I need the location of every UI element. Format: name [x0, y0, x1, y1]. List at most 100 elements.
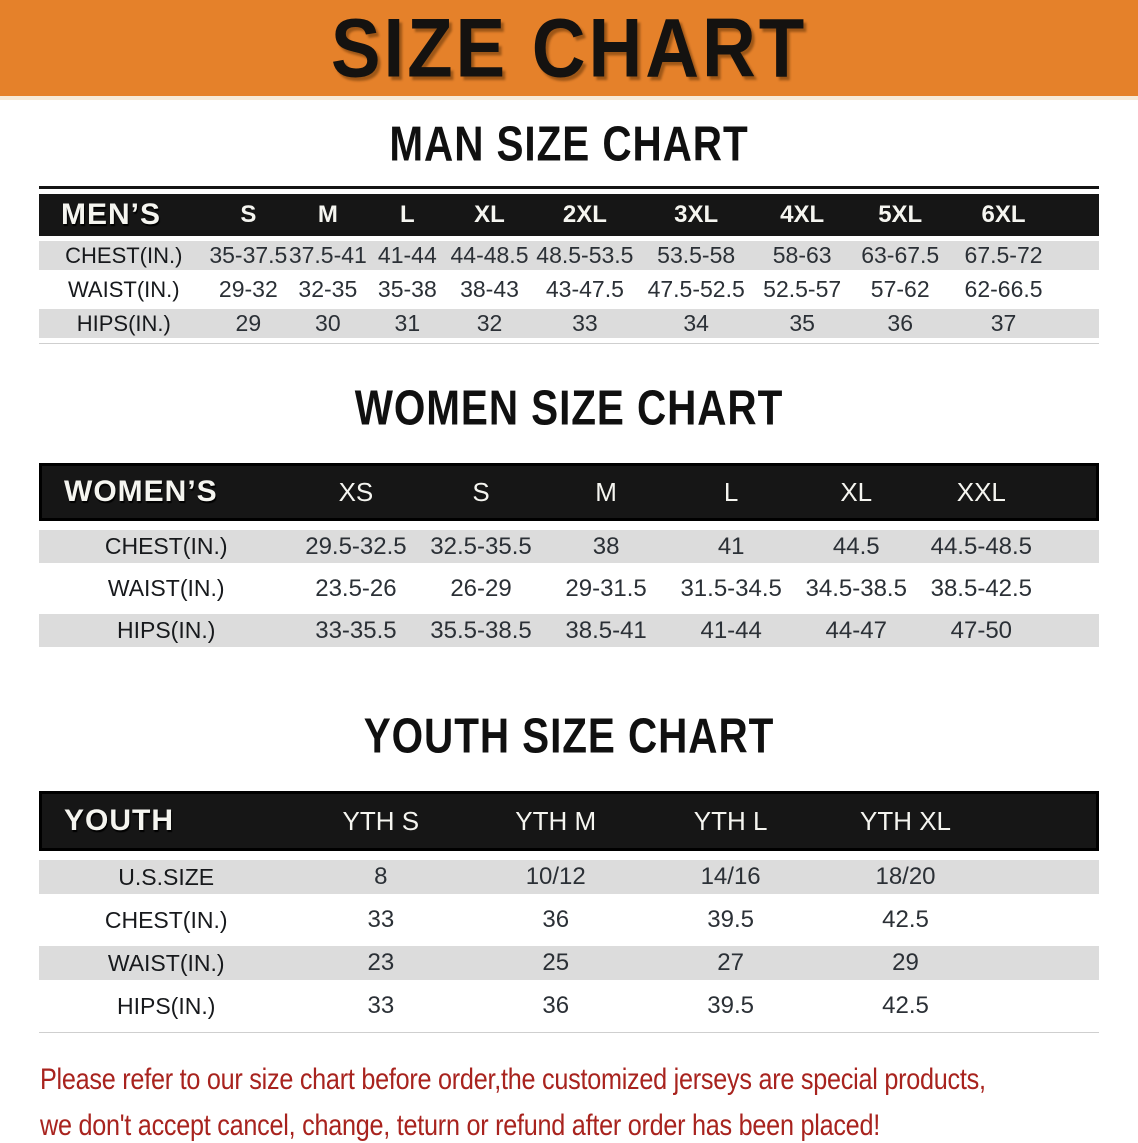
size-col-header: 3XL [637, 194, 755, 236]
size-value-cell: 14/16 [643, 860, 819, 894]
size-value-cell: 35-38 [367, 275, 448, 304]
women-size-table: WOMEN’S XS S M L XL XXL CHEST(IN.) 29.5-… [39, 454, 1099, 656]
youth-corner-label: YOUTH [39, 791, 294, 851]
banner: SIZE CHART [0, 0, 1138, 100]
size-value-cell: 29-32 [208, 275, 289, 304]
size-value-cell: 29 [818, 946, 993, 980]
size-col-header: XL [447, 194, 532, 236]
row-label: CHEST(IN.) [39, 530, 294, 563]
size-value-cell: 42.5 [818, 903, 993, 937]
size-value-cell: 44-47 [793, 614, 919, 647]
women-section: WOMEN SIZE CHART WOMEN’S XS S M L XL XXL [0, 381, 1138, 656]
size-value-cell: 10/12 [468, 860, 644, 894]
size-col-header: YTH XL [818, 791, 993, 851]
youth-size-table: YOUTH YTH S YTH M YTH L YTH XL U.S.SIZE … [39, 782, 1099, 1033]
youth-chest-row: CHEST(IN.) 33 36 39.5 42.5 [39, 903, 1099, 937]
youth-section-heading: YOUTH SIZE CHART [363, 709, 775, 764]
size-col-header: M [288, 194, 368, 236]
size-col-header: YTH S [293, 791, 469, 851]
women-corner-label: WOMEN’S [39, 463, 294, 521]
men-hips-row: HIPS(IN.) 29 30 31 32 33 34 35 36 37 [39, 309, 1099, 338]
filler-cell [992, 989, 1099, 1023]
size-value-cell: 29 [208, 309, 289, 338]
size-value-cell: 62-66.5 [950, 275, 1057, 304]
size-value-cell: 37 [950, 309, 1057, 338]
men-section-heading: MAN SIZE CHART [389, 117, 749, 172]
size-col-header: XL [793, 463, 919, 521]
row-label: HIPS(IN.) [39, 614, 294, 647]
table-bottom-rule [39, 1032, 1099, 1033]
size-value-cell: 43-47.5 [531, 275, 638, 304]
youth-header-row: YOUTH YTH S YTH M YTH L YTH XL [39, 791, 1099, 851]
filler-cell [1043, 614, 1099, 647]
youth-hips-row: HIPS(IN.) 33 36 39.5 42.5 [39, 989, 1099, 1023]
size-value-cell: 53.5-58 [637, 241, 755, 270]
size-col-header: 2XL [531, 194, 638, 236]
youth-ussize-row: U.S.SIZE 8 10/12 14/16 18/20 [39, 860, 1099, 894]
size-value-cell: 35 [754, 309, 850, 338]
men-chest-row: CHEST(IN.) 35-37.5 37.5-41 41-44 44-48.5… [39, 241, 1099, 270]
size-value-cell: 39.5 [643, 989, 819, 1023]
row-label: WAIST(IN.) [39, 946, 294, 980]
size-value-cell: 38-43 [447, 275, 532, 304]
size-value-cell: 33 [293, 989, 469, 1023]
disclaimer-line-2: we don't accept cancel, change, teturn o… [40, 1109, 880, 1142]
page-title: SIZE CHART [330, 1, 808, 95]
men-header-row: MEN’S S M L XL 2XL 3XL 4XL 5XL 6XL [39, 194, 1099, 236]
women-section-heading: WOMEN SIZE CHART [354, 381, 784, 436]
men-corner-label: MEN’S [39, 194, 209, 236]
size-value-cell: 37.5-41 [288, 241, 368, 270]
size-value-cell: 35.5-38.5 [418, 614, 544, 647]
size-value-cell: 34 [637, 309, 755, 338]
size-col-header: L [668, 463, 794, 521]
size-col-header: M [543, 463, 669, 521]
women-hips-row: HIPS(IN.) 33-35.5 35.5-38.5 38.5-41 41-4… [39, 614, 1099, 647]
row-label: HIPS(IN.) [39, 309, 209, 338]
size-value-cell: 44.5-48.5 [918, 530, 1044, 563]
row-label: WAIST(IN.) [39, 275, 209, 304]
disclaimer-line-1: Please refer to our size chart before or… [40, 1063, 986, 1096]
filler-cell [992, 946, 1099, 980]
size-value-cell: 31 [367, 309, 448, 338]
size-value-cell: 23.5-26 [293, 572, 419, 605]
filler-cell [1056, 194, 1099, 236]
youth-section: YOUTH SIZE CHART YOUTH YTH S YTH M YTH L… [0, 709, 1138, 1033]
filler-cell [992, 791, 1099, 851]
row-label: U.S.SIZE [39, 860, 294, 894]
size-value-cell: 36 [849, 309, 951, 338]
size-col-header: S [418, 463, 544, 521]
row-label: WAIST(IN.) [39, 572, 294, 605]
row-label: HIPS(IN.) [39, 989, 294, 1023]
size-col-header: 5XL [849, 194, 951, 236]
size-value-cell: 33 [531, 309, 638, 338]
size-value-cell: 58-63 [754, 241, 850, 270]
table-bottom-rule [39, 343, 1099, 344]
size-value-cell: 41-44 [668, 614, 794, 647]
size-value-cell: 47-50 [918, 614, 1044, 647]
men-size-table: MEN’S S M L XL 2XL 3XL 4XL 5XL 6XL CHEST… [39, 186, 1099, 344]
size-value-cell: 67.5-72 [950, 241, 1057, 270]
size-value-cell: 23 [293, 946, 469, 980]
filler-cell [992, 903, 1099, 937]
size-value-cell: 48.5-53.5 [531, 241, 638, 270]
filler-cell [1043, 530, 1099, 563]
size-col-header: YTH L [643, 791, 819, 851]
size-value-cell: 32 [447, 309, 532, 338]
size-value-cell: 32-35 [288, 275, 368, 304]
filler-cell [1056, 309, 1099, 338]
size-value-cell: 36 [468, 989, 644, 1023]
size-value-cell: 36 [468, 903, 644, 937]
filler-cell [1056, 275, 1099, 304]
filler-cell [1043, 463, 1099, 521]
size-col-header: 6XL [950, 194, 1057, 236]
size-value-cell: 29-31.5 [543, 572, 669, 605]
size-value-cell: 31.5-34.5 [668, 572, 794, 605]
size-value-cell: 38 [543, 530, 669, 563]
size-value-cell: 30 [288, 309, 368, 338]
size-value-cell: 63-67.5 [849, 241, 951, 270]
size-value-cell: 39.5 [643, 903, 819, 937]
disclaimer: Please refer to our size chart before or… [40, 1063, 1138, 1143]
size-col-header: XXL [918, 463, 1044, 521]
size-value-cell: 29.5-32.5 [293, 530, 419, 563]
youth-waist-row: WAIST(IN.) 23 25 27 29 [39, 946, 1099, 980]
